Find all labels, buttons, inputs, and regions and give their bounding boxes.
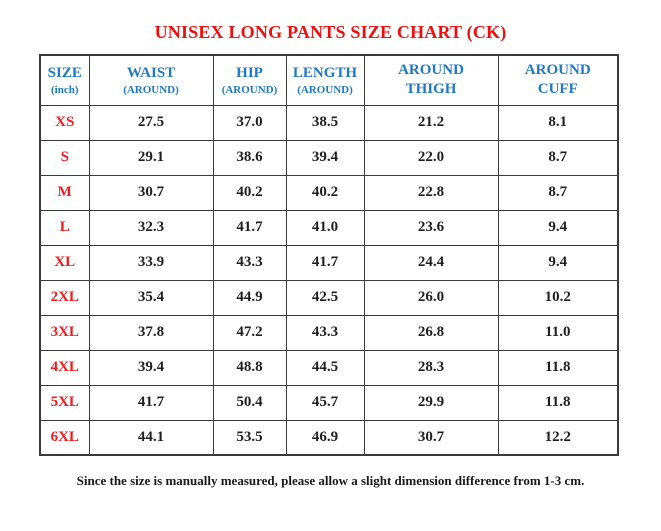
- hip-value: 43.3: [212, 244, 287, 281]
- hip-value: 37.0: [212, 104, 287, 141]
- table-row: S 29.1 38.6 39.4 22.0 8.7: [39, 139, 619, 176]
- waist-value: 27.5: [88, 104, 214, 141]
- waist-value: 41.7: [88, 384, 214, 421]
- cuff-value: 8.7: [497, 139, 619, 176]
- cuff-value: 10.2: [497, 279, 619, 316]
- cuff-value: 11.0: [497, 314, 619, 351]
- column-header-length-sublabel: (AROUND): [297, 83, 353, 96]
- length-value: 43.3: [285, 314, 365, 351]
- waist-value: 39.4: [88, 349, 214, 386]
- size-label: L: [39, 209, 90, 246]
- size-label: 2XL: [39, 279, 90, 316]
- length-value: 41.0: [285, 209, 365, 246]
- waist-value: 37.8: [88, 314, 214, 351]
- table-row: 6XL 44.1 53.5 46.9 30.7 12.2: [39, 419, 619, 456]
- measurement-disclaimer: Since the size is manually measured, ple…: [76, 473, 585, 488]
- column-header-hip-label: HIP: [236, 64, 263, 81]
- cuff-value: 9.4: [497, 244, 619, 281]
- thigh-value: 22.8: [363, 174, 499, 211]
- column-header-around-cuff: AROUND CUFF: [497, 54, 619, 106]
- size-label: XS: [39, 104, 90, 141]
- size-label: 6XL: [39, 419, 90, 456]
- table-row: M 30.7 40.2 40.2 22.8 8.7: [39, 174, 619, 211]
- size-label: 5XL: [39, 384, 90, 421]
- column-header-waist-label: WAIST: [126, 64, 176, 81]
- table-header: SIZE (inch) WAIST (AROUND) HIP (AROUND) …: [39, 54, 619, 106]
- thigh-value: 29.9: [363, 384, 499, 421]
- thigh-value: 24.4: [363, 244, 499, 281]
- cuff-value: 9.4: [497, 209, 619, 246]
- table-row: 3XL 37.8 47.2 43.3 26.8 11.0: [39, 314, 619, 351]
- header-row: SIZE (inch) WAIST (AROUND) HIP (AROUND) …: [39, 54, 619, 106]
- waist-value: 44.1: [88, 419, 214, 456]
- cuff-value: 11.8: [497, 384, 619, 421]
- cuff-value: 11.8: [497, 349, 619, 386]
- waist-value: 29.1: [88, 139, 214, 176]
- hip-value: 50.4: [212, 384, 287, 421]
- column-header-size: SIZE (inch): [39, 54, 90, 106]
- table-row: 2XL 35.4 44.9 42.5 26.0 10.2: [39, 279, 619, 316]
- length-value: 41.7: [285, 244, 365, 281]
- size-label: 3XL: [39, 314, 90, 351]
- column-header-waist-sublabel: (AROUND): [123, 83, 179, 96]
- hip-value: 41.7: [212, 209, 287, 246]
- column-header-size-sublabel: (inch): [51, 83, 79, 96]
- table-row: 4XL 39.4 48.8 44.5 28.3 11.8: [39, 349, 619, 386]
- thigh-value: 30.7: [363, 419, 499, 456]
- column-header-length: LENGTH (AROUND): [285, 54, 365, 106]
- cuff-value: 8.7: [497, 174, 619, 211]
- column-header-around-cuff-line2: CUFF: [537, 81, 578, 98]
- page-title: UNISEX LONG PANTS SIZE CHART (CK): [154, 22, 507, 42]
- length-value: 38.5: [285, 104, 365, 141]
- thigh-value: 26.8: [363, 314, 499, 351]
- column-header-around-thigh: AROUND THIGH: [363, 54, 499, 106]
- column-header-around-thigh-line2: THIGH: [405, 81, 457, 98]
- thigh-value: 26.0: [363, 279, 499, 316]
- hip-value: 44.9: [212, 279, 287, 316]
- hip-value: 38.6: [212, 139, 287, 176]
- table-row: 5XL 41.7 50.4 45.7 29.9 11.8: [39, 384, 619, 421]
- hip-value: 48.8: [212, 349, 287, 386]
- column-header-hip: HIP (AROUND): [212, 54, 287, 106]
- size-label: S: [39, 139, 90, 176]
- cuff-value: 8.1: [497, 104, 619, 141]
- waist-value: 32.3: [88, 209, 214, 246]
- waist-value: 30.7: [88, 174, 214, 211]
- length-value: 42.5: [285, 279, 365, 316]
- column-header-hip-sublabel: (AROUND): [221, 83, 278, 96]
- size-label: 4XL: [39, 349, 90, 386]
- size-label: XL: [39, 244, 90, 281]
- column-header-waist: WAIST (AROUND): [88, 54, 214, 106]
- waist-value: 35.4: [88, 279, 214, 316]
- waist-value: 33.9: [88, 244, 214, 281]
- length-value: 45.7: [285, 384, 365, 421]
- thigh-value: 22.0: [363, 139, 499, 176]
- length-value: 46.9: [285, 419, 365, 456]
- hip-value: 47.2: [212, 314, 287, 351]
- table-body: XS 27.5 37.0 38.5 21.2 8.1 S 29.1 38.6 3…: [39, 104, 619, 456]
- table-row: L 32.3 41.7 41.0 23.6 9.4: [39, 209, 619, 246]
- column-header-around-cuff-line1: AROUND: [524, 62, 591, 79]
- thigh-value: 21.2: [363, 104, 499, 141]
- column-header-around-thigh-line1: AROUND: [398, 62, 464, 79]
- hip-value: 53.5: [212, 419, 287, 456]
- thigh-value: 28.3: [363, 349, 499, 386]
- thigh-value: 23.6: [363, 209, 499, 246]
- length-value: 44.5: [285, 349, 365, 386]
- length-value: 40.2: [285, 174, 365, 211]
- size-label: M: [39, 174, 90, 211]
- length-value: 39.4: [285, 139, 365, 176]
- table-row: XL 33.9 43.3 41.7 24.4 9.4: [39, 244, 619, 281]
- column-header-length-label: LENGTH: [292, 64, 358, 81]
- table-row: XS 27.5 37.0 38.5 21.2 8.1: [39, 104, 619, 141]
- size-chart-table: SIZE (inch) WAIST (AROUND) HIP (AROUND) …: [39, 54, 619, 456]
- column-header-size-label: SIZE: [47, 64, 82, 81]
- hip-value: 40.2: [212, 174, 287, 211]
- cuff-value: 12.2: [497, 419, 619, 456]
